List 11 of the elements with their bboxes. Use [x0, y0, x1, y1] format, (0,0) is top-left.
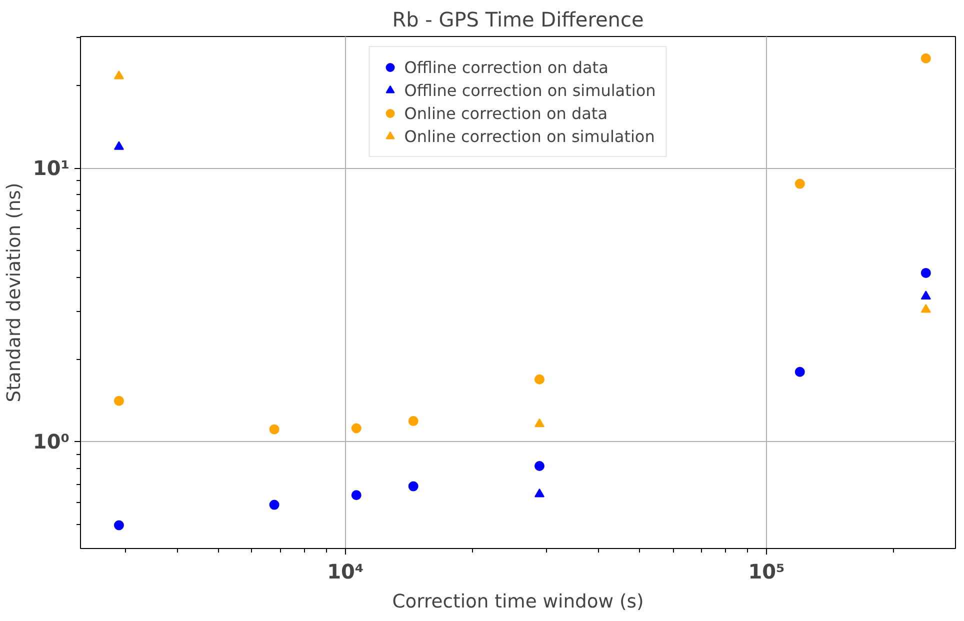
y-axis-title: Standard deviation (ns) [4, 182, 25, 402]
y-tick-label: 10¹ [32, 156, 70, 180]
legend-label: Offline correction on simulation [404, 80, 656, 100]
legend-label: Offline correction on data [404, 58, 608, 76]
y-tick-label: 10⁰ [32, 430, 70, 454]
chart-title: Rb - GPS Time Difference [392, 8, 644, 32]
x-tick-label: 10⁴ [327, 560, 364, 584]
legend-label: Online correction on data [404, 104, 608, 122]
x-tick-label: 10⁵ [748, 560, 785, 584]
x-axis-title: Correction time window (s) [392, 592, 644, 612]
legend-label: Online correction on simulation [404, 126, 655, 146]
